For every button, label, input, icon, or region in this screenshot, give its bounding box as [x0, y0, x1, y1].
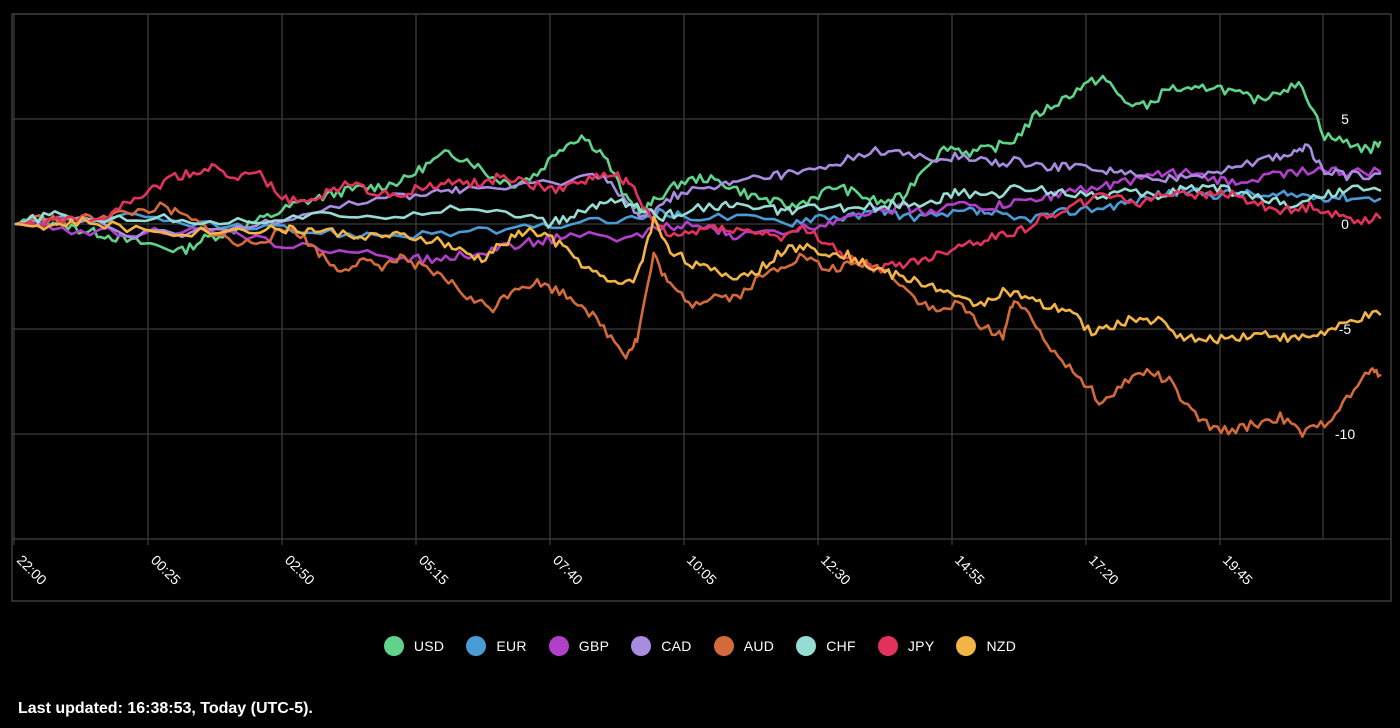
x-tick-label: 02:50 — [282, 552, 318, 588]
legend-item-chf[interactable]: CHF — [796, 636, 856, 656]
legend-label: EUR — [496, 638, 527, 654]
series-line-jpy — [14, 163, 1382, 273]
legend-label: NZD — [986, 638, 1017, 654]
y-tick-label: 0 — [1341, 216, 1349, 232]
chart-legend: USD EUR GBP CAD AUD CHF JPY NZD — [0, 632, 1400, 660]
legend-dot — [877, 636, 898, 656]
series-line-chf — [14, 183, 1382, 229]
x-tick-label: 14:55 — [952, 552, 988, 588]
x-tick-label: 22:00 — [14, 552, 50, 588]
series-line-usd — [14, 74, 1382, 256]
legend-label: AUD — [743, 638, 775, 654]
legend-item-cad[interactable]: CAD — [631, 636, 691, 656]
legend-label: JPY — [907, 638, 935, 654]
x-tick-label: 10:05 — [684, 552, 720, 588]
x-tick-label: 17:20 — [1086, 552, 1122, 588]
legend-item-gbp[interactable]: GBP — [548, 636, 610, 656]
legend-item-nzd[interactable]: NZD — [956, 636, 1016, 656]
y-tick-label: 5 — [1341, 111, 1349, 127]
y-tick-label: -10 — [1335, 426, 1355, 442]
legend-label: CAD — [661, 638, 692, 654]
legend-dot — [796, 636, 817, 656]
legend-dot — [466, 636, 487, 656]
legend-label: GBP — [578, 638, 610, 654]
currency-strength-chart: 22:00 00:25 02:50 05:15 07:40 10:05 12:30 14:55… — [11, 13, 1392, 602]
series-line-nzd — [14, 215, 1382, 345]
legend-dot — [383, 636, 404, 656]
x-tick-label: 00:25 — [148, 552, 184, 588]
chart-area: 22:00 00:25 02:50 05:15 07:40 10:05 12:30 14:55… — [11, 13, 1392, 602]
x-tick-label: 05:15 — [416, 552, 452, 588]
series-line-aud — [14, 201, 1382, 438]
legend-label: USD — [413, 638, 445, 654]
y-tick-label: -5 — [1339, 321, 1352, 337]
series-line-cad — [14, 143, 1382, 240]
x-tick-label: 07:40 — [550, 552, 586, 588]
legend-dot — [548, 636, 569, 656]
chart-frame — [11, 13, 1392, 602]
legend-dot — [631, 636, 652, 656]
legend-item-aud[interactable]: AUD — [713, 636, 775, 656]
legend-item-jpy[interactable]: JPY — [877, 636, 935, 656]
legend-item-usd[interactable]: USD — [383, 636, 445, 656]
x-tick-label: 12:30 — [818, 552, 854, 588]
legend-dot — [713, 636, 734, 656]
last-updated-text: Last updated: 16:38:53, Today (UTC-5). — [18, 700, 313, 717]
legend-dot — [956, 636, 977, 656]
legend-item-eur[interactable]: EUR — [466, 636, 526, 656]
x-tick-label: 19:45 — [1220, 552, 1256, 588]
legend-label: CHF — [826, 638, 856, 654]
